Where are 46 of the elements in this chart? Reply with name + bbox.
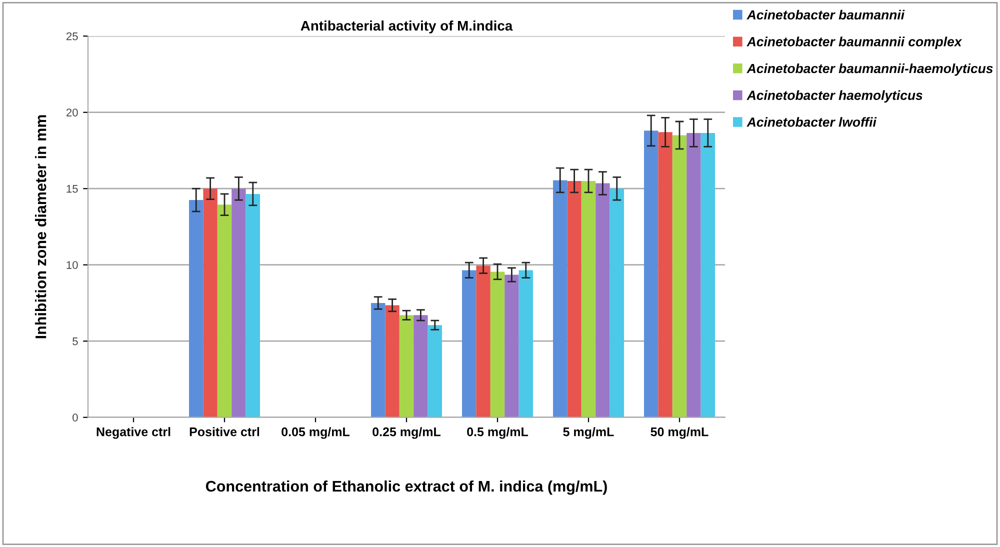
y-tick-label: 0 <box>72 414 78 422</box>
bar <box>672 135 687 418</box>
x-tick-label: 5 mg/mL <box>563 427 614 439</box>
bar <box>203 188 218 418</box>
bar <box>399 315 414 418</box>
bar <box>462 270 476 418</box>
bar <box>371 302 386 418</box>
bar <box>686 132 701 418</box>
bar <box>596 183 610 418</box>
bar <box>553 180 568 418</box>
bar <box>658 132 672 418</box>
x-tick-label: 0.5 mg/mL <box>467 427 528 439</box>
bar <box>567 180 582 418</box>
bar <box>610 188 624 418</box>
bar <box>581 180 596 418</box>
bar <box>504 274 519 418</box>
bar <box>428 325 442 418</box>
y-tick-label: 15 <box>66 184 78 193</box>
x-tick-label: 0.05 mg/mL <box>282 427 350 439</box>
y-tick-label: 20 <box>66 108 78 116</box>
bar <box>217 204 232 418</box>
bar <box>232 188 246 418</box>
chart-title: Antibacterial activity of M.indica <box>300 20 513 34</box>
y-tick-label: 10 <box>66 261 78 269</box>
bar <box>476 266 490 418</box>
x-axis-title: Concentration of Ethanolic extract of M. indica (mg/mL) <box>206 480 607 495</box>
bar <box>644 130 658 418</box>
bar <box>246 194 260 418</box>
legend-label: Acinetobacter lwoffii <box>746 117 877 127</box>
bar <box>700 132 715 418</box>
y-axis-title: Inhibition zone diameter in mm <box>35 115 46 338</box>
bar <box>518 270 533 418</box>
legend-label: Acinetobacter haemolyticus <box>746 90 922 103</box>
legend-label: Acinetobacter baumannii-haemolyticus <box>746 63 993 76</box>
x-tick-label: Positive ctrl <box>190 427 260 436</box>
bar <box>189 200 204 418</box>
bar <box>414 315 428 418</box>
x-tick-label: Negative ctrl <box>96 427 170 439</box>
bar <box>385 305 400 418</box>
legend-label: Acinetobacter baumannii complex <box>746 36 962 49</box>
x-tick-label: 0.25 mg/mL <box>372 427 441 439</box>
bar <box>490 272 505 418</box>
y-tick-label: 5 <box>72 337 78 346</box>
y-tick-label: 25 <box>66 32 78 40</box>
x-tick-label: 50 mg/mL <box>650 427 708 439</box>
legend-label: Acinetobacter baumannii <box>746 10 905 20</box>
